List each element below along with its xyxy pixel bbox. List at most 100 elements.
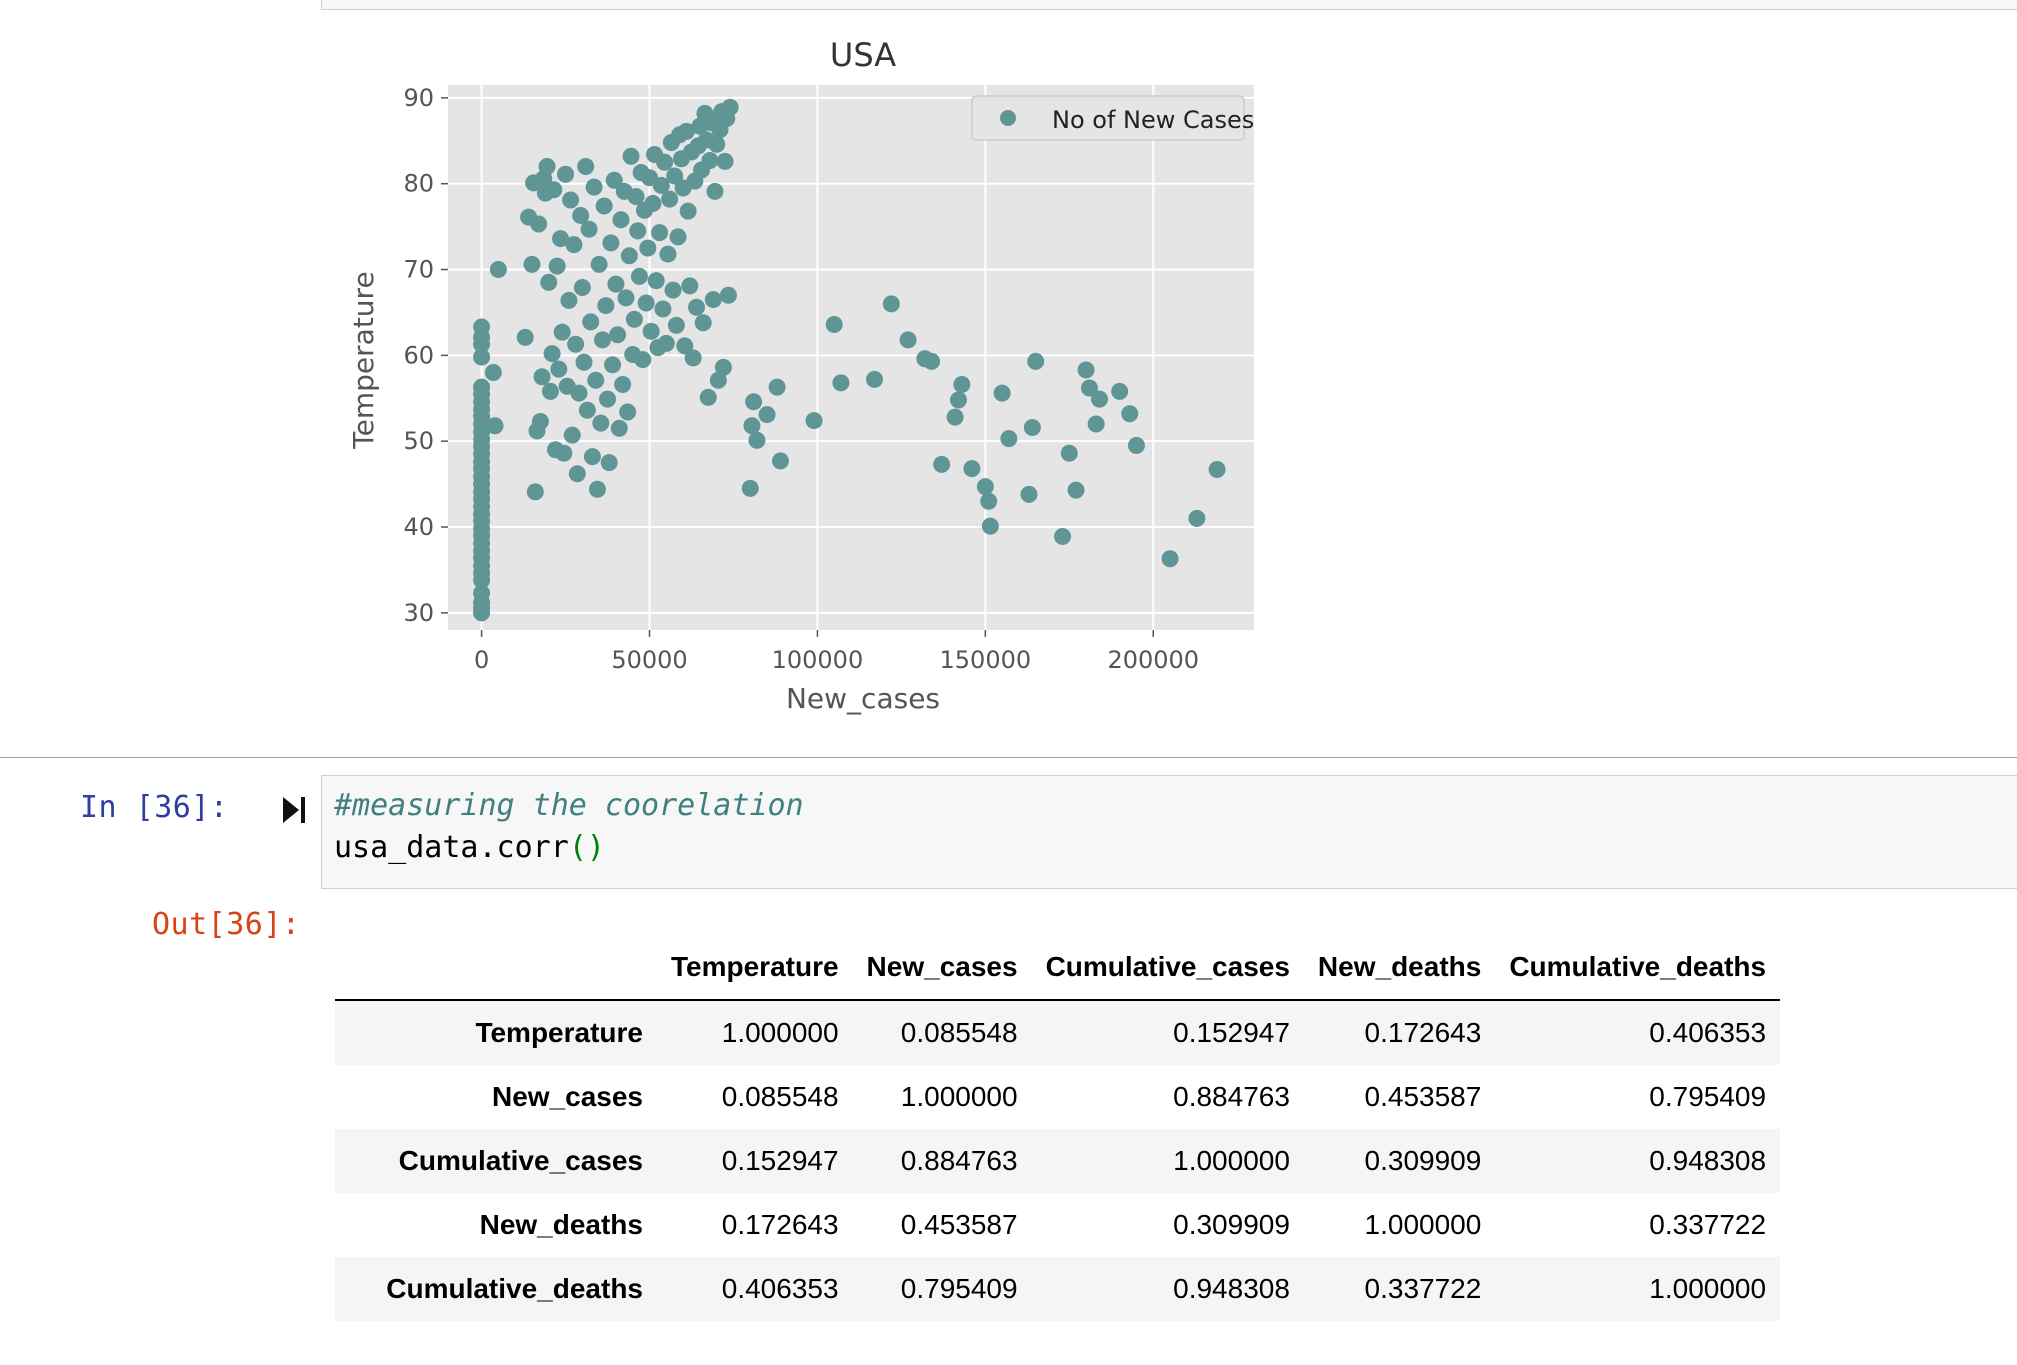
previous-code-cell-edge[interactable]	[321, 0, 2017, 10]
x-tick-label: 100000	[772, 646, 864, 674]
table-cell: 0.948308	[1173, 1273, 1290, 1304]
data-point	[708, 135, 726, 153]
x-tick-label: 150000	[940, 646, 1032, 674]
data-point	[552, 230, 570, 248]
data-point	[721, 98, 739, 116]
data-point	[642, 322, 660, 340]
table-corner-cell	[335, 935, 657, 1001]
data-point	[610, 419, 628, 437]
data-point	[605, 171, 623, 189]
table-cell: 0.884763	[1173, 1081, 1290, 1112]
correlation-table: Temperature New_cases Cumulative_cases N…	[335, 935, 1781, 1321]
data-point	[656, 153, 674, 171]
table-cell: 0.085548	[900, 1017, 1018, 1048]
data-point	[630, 267, 648, 285]
data-point	[1208, 461, 1226, 479]
column-header: New_deaths	[1303, 935, 1496, 1001]
data-point	[669, 228, 687, 246]
data-point	[600, 454, 618, 472]
data-point	[486, 417, 504, 435]
data-point	[540, 273, 558, 291]
data-point	[599, 390, 617, 408]
table-row: Cumulative_cases 0.152947 0.884763 1.000…	[335, 1129, 1781, 1193]
data-point	[555, 444, 573, 462]
data-point	[597, 297, 615, 315]
table-header-row: Temperature New_cases Cumulative_cases N…	[335, 935, 1781, 1001]
data-point	[570, 384, 588, 402]
data-point	[627, 188, 645, 206]
data-point	[651, 224, 669, 242]
data-point	[745, 393, 763, 411]
data-point	[473, 318, 491, 336]
data-point	[771, 452, 789, 470]
data-point	[748, 431, 766, 449]
data-point	[565, 236, 583, 254]
table-row: Cumulative_deaths 0.406353 0.795409 0.94…	[335, 1257, 1781, 1321]
data-point	[531, 412, 549, 430]
table-cell: 0.172643	[721, 1209, 839, 1240]
data-point	[676, 337, 694, 355]
code-cell-editor[interactable]: #measuring the coorelation usa_data.corr…	[321, 775, 2017, 889]
legend-box	[971, 95, 1245, 141]
table-cell: 0.172643	[1364, 1017, 1482, 1048]
data-point	[533, 368, 551, 386]
row-label: Cumulative_cases	[398, 1145, 643, 1176]
data-point	[588, 480, 606, 498]
data-point	[578, 401, 596, 419]
input-prompt: In [36]:	[80, 790, 229, 825]
data-point	[1077, 361, 1095, 379]
data-point	[573, 279, 591, 297]
table-cell: 0.453587	[900, 1209, 1018, 1240]
y-tick-label: 50	[403, 427, 434, 455]
data-point	[629, 222, 647, 240]
table-cell: 0.152947	[721, 1145, 839, 1176]
data-point	[592, 414, 610, 432]
data-point	[976, 478, 994, 496]
column-header: Cumulative_cases	[1031, 935, 1304, 1001]
y-tick-label: 70	[403, 256, 434, 284]
cell-separator	[0, 757, 2017, 758]
table-cell: 1.000000	[1649, 1273, 1767, 1304]
data-point	[684, 349, 702, 367]
data-point	[923, 352, 941, 370]
data-points	[473, 98, 1226, 622]
chart-legend: No of New Cases	[971, 95, 1254, 141]
table-cell: 0.795409	[900, 1273, 1018, 1304]
legend-marker	[1000, 110, 1016, 126]
data-point	[647, 272, 665, 290]
table-row: New_deaths 0.172643 0.453587 0.309909 1.…	[335, 1193, 1781, 1257]
data-point	[714, 358, 732, 376]
run-cell-icon[interactable]	[281, 794, 307, 826]
data-point	[538, 158, 556, 176]
data-point	[981, 517, 999, 535]
data-point	[679, 202, 697, 220]
code-call: usa_data.corr	[334, 830, 569, 865]
data-point	[661, 190, 679, 208]
data-point	[568, 465, 586, 483]
data-point	[980, 492, 998, 510]
data-point	[577, 158, 595, 176]
row-label: New_cases	[491, 1081, 643, 1112]
data-point	[866, 370, 884, 388]
table-cell: 0.948308	[1649, 1145, 1767, 1176]
data-point	[619, 403, 637, 421]
data-point	[604, 356, 622, 374]
data-point	[473, 378, 491, 396]
scatter-chart: USA 0 50000 100000 150000 200000 30 40 50 60 70 80…	[347, 36, 1254, 715]
data-point	[706, 182, 724, 200]
data-point	[688, 298, 706, 316]
data-point	[639, 239, 657, 257]
data-point	[545, 181, 563, 199]
data-point	[657, 334, 675, 352]
data-point	[933, 455, 951, 473]
data-point	[832, 374, 850, 392]
data-point	[590, 255, 608, 273]
table-cell: 1.000000	[900, 1081, 1018, 1112]
y-axis-label: Temperature	[347, 271, 380, 449]
data-point	[644, 194, 662, 212]
table-cell: 1.000000	[1173, 1145, 1290, 1176]
data-point	[953, 376, 971, 394]
table-cell: 0.795409	[1649, 1081, 1767, 1112]
table-cell: 0.337722	[1649, 1209, 1767, 1240]
data-point	[1054, 527, 1072, 545]
